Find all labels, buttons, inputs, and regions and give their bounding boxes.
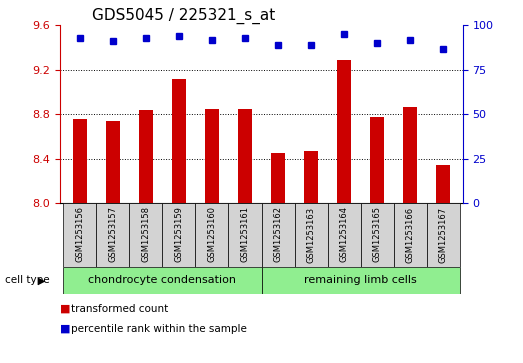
Text: GSM1253158: GSM1253158 — [141, 207, 151, 262]
Text: GSM1253156: GSM1253156 — [75, 207, 84, 262]
FancyBboxPatch shape — [130, 203, 163, 267]
Text: GDS5045 / 225321_s_at: GDS5045 / 225321_s_at — [93, 8, 276, 24]
Text: ▶: ▶ — [38, 276, 45, 285]
Text: GSM1253161: GSM1253161 — [241, 207, 249, 262]
Text: chondrocyte condensation: chondrocyte condensation — [88, 276, 236, 285]
FancyBboxPatch shape — [196, 203, 229, 267]
Text: GSM1253166: GSM1253166 — [405, 207, 415, 262]
Text: percentile rank within the sample: percentile rank within the sample — [71, 323, 246, 334]
FancyBboxPatch shape — [294, 203, 327, 267]
FancyBboxPatch shape — [63, 203, 96, 267]
Text: GSM1253160: GSM1253160 — [208, 207, 217, 262]
Bar — [139, 110, 153, 203]
Bar — [270, 153, 286, 203]
FancyBboxPatch shape — [63, 267, 262, 294]
Text: GSM1253159: GSM1253159 — [175, 207, 184, 262]
FancyBboxPatch shape — [327, 203, 360, 267]
Bar — [337, 60, 351, 203]
Bar — [303, 151, 319, 203]
Text: ■: ■ — [60, 323, 71, 334]
Text: remaining limb cells: remaining limb cells — [304, 276, 417, 285]
Bar — [204, 109, 220, 203]
Text: GSM1253165: GSM1253165 — [372, 207, 382, 262]
Bar — [436, 166, 450, 203]
Text: GSM1253164: GSM1253164 — [339, 207, 348, 262]
Text: GSM1253157: GSM1253157 — [108, 207, 118, 262]
Bar — [403, 107, 417, 203]
FancyBboxPatch shape — [360, 203, 393, 267]
Text: GSM1253167: GSM1253167 — [439, 207, 448, 262]
Bar — [370, 117, 384, 203]
FancyBboxPatch shape — [427, 203, 460, 267]
FancyBboxPatch shape — [229, 203, 262, 267]
Bar — [172, 79, 186, 203]
Text: ■: ■ — [60, 303, 71, 314]
Bar — [73, 119, 87, 203]
FancyBboxPatch shape — [163, 203, 196, 267]
Text: transformed count: transformed count — [71, 303, 168, 314]
Bar — [106, 121, 120, 203]
FancyBboxPatch shape — [262, 203, 294, 267]
Text: GSM1253163: GSM1253163 — [306, 207, 315, 262]
FancyBboxPatch shape — [262, 267, 460, 294]
Text: cell type: cell type — [5, 276, 50, 285]
FancyBboxPatch shape — [96, 203, 130, 267]
Text: GSM1253162: GSM1253162 — [274, 207, 282, 262]
FancyBboxPatch shape — [393, 203, 427, 267]
Bar — [237, 109, 253, 203]
